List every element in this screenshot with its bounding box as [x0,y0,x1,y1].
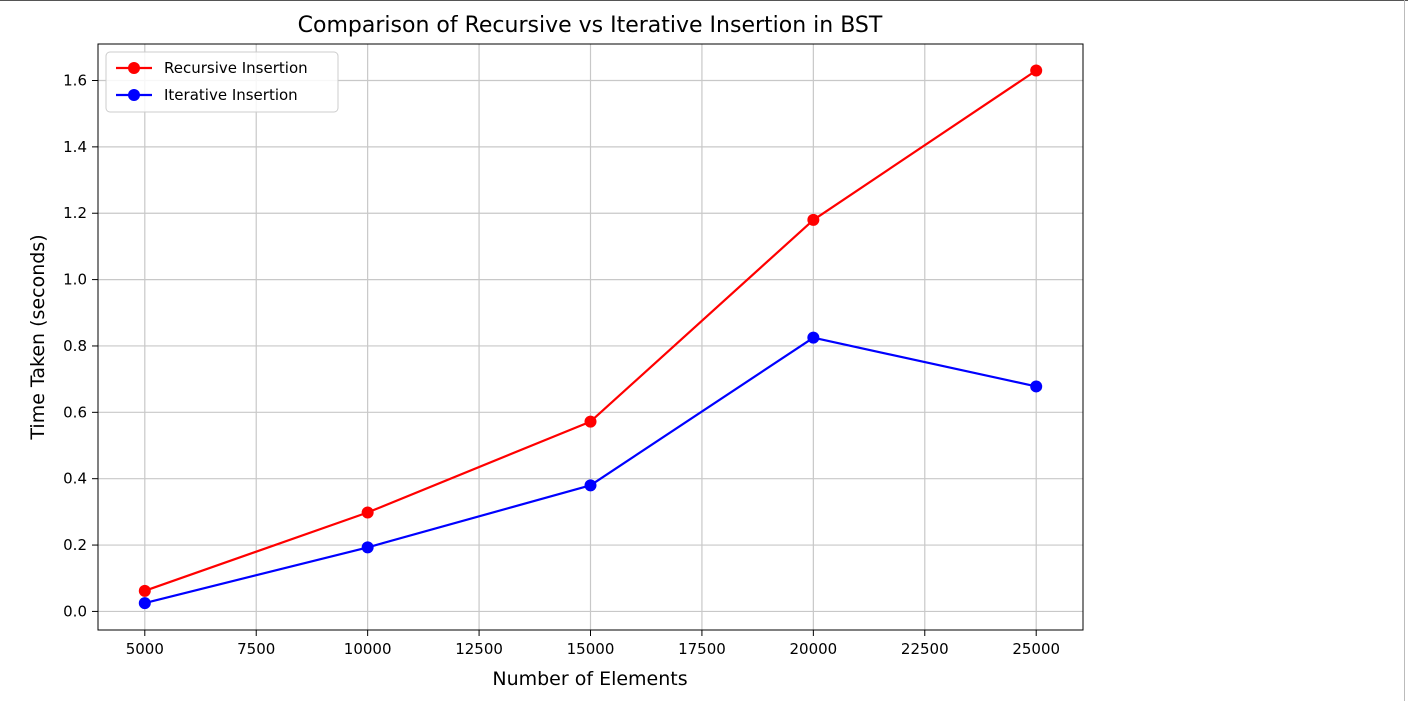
legend: Recursive Insertion Iterative Insertion [105,51,339,113]
data-point [584,415,597,428]
series-iterative [138,331,1043,610]
x-tick-label: 20000 [789,640,837,658]
legend-marker [128,89,140,101]
y-axis-ticks: 0.0 0.2 0.4 0.6 0.8 1.0 1.2 1.4 1.6 [63,72,98,620]
y-tick-label: 0.6 [63,403,87,421]
chart-title: Comparison of Recursive vs Iterative Ins… [298,13,883,38]
x-axis-ticks: 5000 7500 10000 12500 15000 17500 20000 22500 25… [126,630,1060,658]
x-tick-label: 15000 [567,640,615,658]
grid-lines [98,44,1083,630]
x-tick-label: 10000 [344,640,392,658]
top-border [0,0,1408,1]
series-layer [138,64,1043,610]
data-point [138,597,151,610]
x-tick-label: 12500 [455,640,503,658]
y-tick-label: 0.0 [63,602,87,620]
y-axis-label: Time Taken (seconds) [27,234,49,440]
legend-box [105,51,339,113]
series-recursive [138,64,1043,597]
x-axis-label: Number of Elements [492,668,687,690]
x-tick-label: 17500 [678,640,726,658]
legend-marker [128,62,140,74]
data-point [361,541,374,554]
legend-label: Recursive Insertion [164,59,308,77]
x-tick-label: 5000 [126,640,164,658]
data-point [361,506,374,519]
data-point [1030,64,1043,77]
right-border [1404,0,1405,701]
data-point [138,584,151,597]
y-tick-label: 0.8 [63,337,87,355]
data-point [807,213,820,226]
y-tick-label: 1.6 [63,72,87,90]
data-point [1030,380,1043,393]
y-tick-label: 1.4 [63,138,87,156]
y-tick-label: 0.2 [63,536,87,554]
legend-item: Recursive Insertion [116,59,308,77]
y-tick-label: 0.4 [63,470,87,488]
data-point [807,331,820,344]
x-tick-label: 7500 [237,640,275,658]
y-tick-label: 1.2 [63,204,87,222]
x-tick-label: 25000 [1012,640,1060,658]
legend-label: Iterative Insertion [164,86,298,104]
y-tick-label: 1.0 [63,271,87,289]
legend-item: Iterative Insertion [116,86,298,104]
data-point [584,479,597,492]
x-tick-label: 22500 [901,640,949,658]
